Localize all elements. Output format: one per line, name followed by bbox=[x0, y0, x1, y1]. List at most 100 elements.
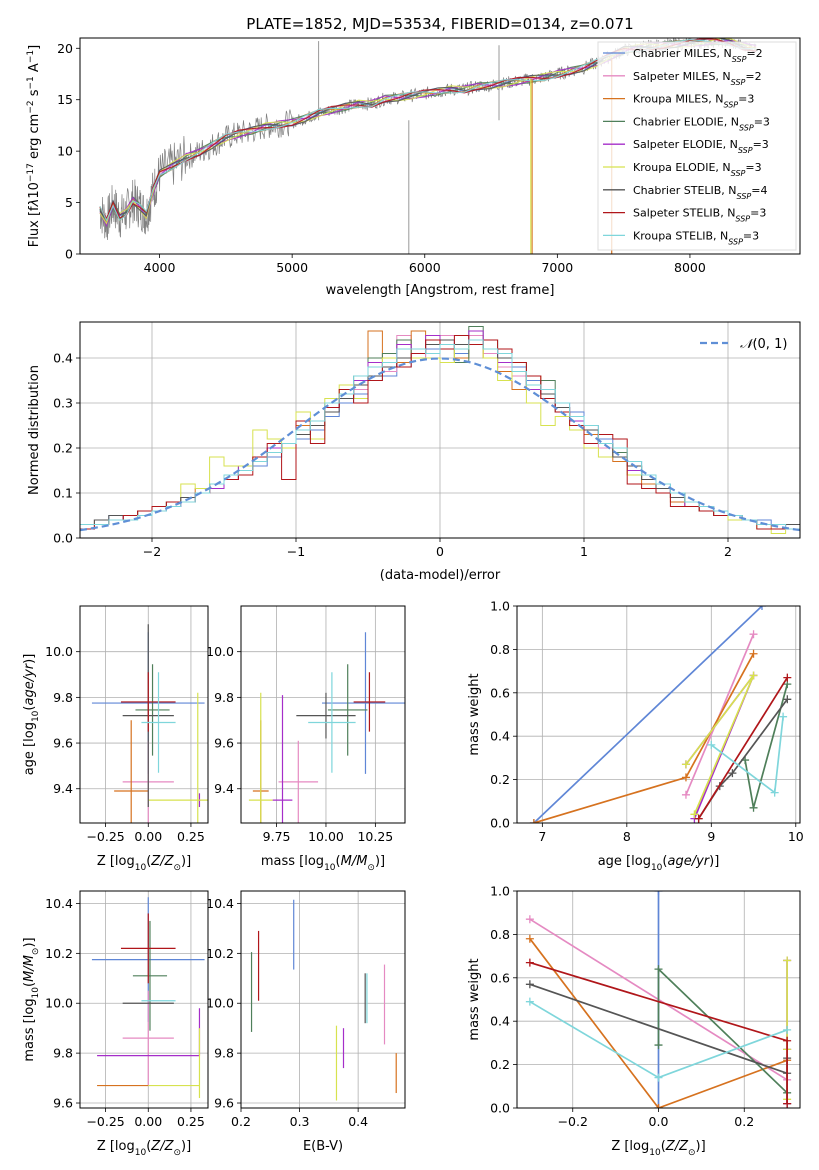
massweight_vs_Z-point-marker bbox=[654, 1073, 663, 1082]
massweight_vs_Z-ylabel: mass weight bbox=[467, 958, 482, 1040]
massweight_vs_age-ytick-label: 1.0 bbox=[490, 599, 510, 614]
age_vs_Z-ytick-label: 9.6 bbox=[53, 736, 73, 751]
spectrum-ytick-label: 5 bbox=[65, 195, 73, 210]
massweight_vs_Z-xlabel: Z [log10(Z/Z⊙)] bbox=[611, 1139, 705, 1158]
spectrum-legend-sub: SSP bbox=[739, 123, 754, 132]
age_vs_Z-ytick-label: 10.0 bbox=[45, 644, 73, 659]
mass_vs_Z-ytick-label: 10.2 bbox=[45, 946, 73, 961]
age_vs_Z-ylabel-part: )] bbox=[22, 654, 37, 664]
massweight_vs_age-xlabel-part: age bbox=[667, 854, 691, 869]
spectrum-ylabel-part: −1 bbox=[26, 50, 36, 63]
spectrum-legend-text: Salpeter STELIB, N bbox=[633, 207, 735, 220]
age_vs_Z-xlabel-part: ( bbox=[146, 854, 151, 869]
mass_vs_Z-xlabel-part: ( bbox=[146, 1139, 151, 1154]
spectrum-legend-sub: SSP bbox=[723, 100, 738, 109]
mass_vs_Z-ylabel-part: M bbox=[22, 955, 37, 966]
massweight_vs_age-xlabel-part: age [log bbox=[598, 854, 651, 869]
massweight_vs_age-ytick-label: 0.0 bbox=[490, 816, 510, 831]
massweight_vs_Z-xlabel-part: ⊙ bbox=[688, 1148, 696, 1158]
age_vs_Z-ytick-label: 9.4 bbox=[53, 781, 73, 796]
spectrum-legend-entry: Salpeter STELIB, NSSP=3 bbox=[633, 207, 766, 224]
age_vs_mass-ytick-label: 9.4 bbox=[214, 781, 234, 796]
age_vs_mass-ytick-label: 9.6 bbox=[214, 736, 234, 751]
spectrum-legend-value: =3 bbox=[745, 161, 761, 174]
spectrum-ylabel-part: erg cm bbox=[27, 114, 42, 163]
massweight_vs_Z-xlabel-part: 10 bbox=[649, 1148, 661, 1158]
spectrum-legend-text: Chabrier MILES, N bbox=[633, 47, 732, 60]
mass_vs_Z-ylabel-part: mass [log bbox=[22, 998, 37, 1061]
spectrum-legend-value: =3 bbox=[738, 93, 754, 106]
spectrum-legend-value: =4 bbox=[751, 184, 767, 197]
spectrum-ylabel-part: −2 bbox=[26, 100, 36, 113]
spectrum-legend-text: Chabrier STELIB, N bbox=[633, 184, 737, 197]
spectrum-legend-value: =3 bbox=[753, 138, 769, 151]
age_vs_mass-xlabel-part: mass [log bbox=[261, 854, 324, 869]
massweight_vs_age-point-marker bbox=[749, 671, 758, 680]
residuals-ytick-label: 0.4 bbox=[53, 351, 73, 366]
massweight_vs_age-xtick-label: 9 bbox=[707, 829, 715, 844]
massweight_vs_age-series-line bbox=[697, 698, 788, 820]
spectrum-legend-text: Chabrier ELODIE, N bbox=[633, 115, 739, 128]
spectrum-legend-text: Kroupa ELODIE, N bbox=[633, 161, 731, 174]
mass_vs_EBV-ytick-label: 10.0 bbox=[206, 996, 234, 1011]
mass_vs_Z-xlabel-part: 10 bbox=[135, 1148, 147, 1158]
spectrum-legend-sub: SSP bbox=[731, 169, 746, 178]
mass_vs_Z-frame bbox=[79, 890, 209, 1109]
spectrum-legend-value: =3 bbox=[754, 115, 770, 128]
mass_vs_Z-xtick-label: −0.25 bbox=[86, 1114, 124, 1129]
massweight_vs_Z-ytick-label: 0.4 bbox=[490, 1014, 510, 1029]
massweight_vs_age-ytick-label: 0.2 bbox=[490, 772, 510, 787]
spectrum-legend-sub: SSP bbox=[732, 55, 747, 64]
spectrum-legend-entry: Kroupa ELODIE, NSSP=3 bbox=[633, 161, 762, 178]
spectrum-ylabel: Flux [fλ10−17 erg cm−2 s−1 A−1] bbox=[26, 45, 42, 247]
massweight_vs_age-point-marker bbox=[783, 695, 792, 704]
spectrum-ylabel-part: λ bbox=[27, 199, 42, 208]
residuals-xtick-label: 1 bbox=[580, 544, 588, 559]
massweight_vs_Z-point-marker bbox=[654, 1041, 663, 1050]
massweight_vs_Z-xlabel-part: / bbox=[674, 1139, 681, 1154]
mass_vs_Z-axes: −0.25 0.00 0.25 9.6 9.8 10.0 10.2 10.4 bbox=[45, 890, 209, 1129]
massweight_vs_age-point-marker bbox=[529, 819, 538, 823]
massweight_vs_age-plot-area bbox=[529, 606, 792, 823]
spectrum-xlabel: wavelength [Angstrom, rest frame] bbox=[326, 283, 555, 298]
massweight_vs_age-xlabel-part: ( bbox=[662, 854, 667, 869]
mass_vs_Z-ylabel-part: M bbox=[22, 971, 37, 982]
massweight_vs_age-point-marker bbox=[783, 673, 792, 682]
spectrum-legend-text: Kroupa STELIB, N bbox=[633, 229, 728, 242]
spectrum-xtick-label: 5000 bbox=[276, 260, 308, 275]
massweight_vs_Z-xlabel-part: ( bbox=[661, 1139, 666, 1154]
age_vs_Z-ylabel-part: age [log bbox=[22, 722, 37, 775]
massweight_vs_Z-ytick-label: 1.0 bbox=[490, 884, 510, 899]
massweight_vs_age-xtick-label: 7 bbox=[538, 829, 546, 844]
spectrum-frame bbox=[79, 37, 801, 255]
spectrum-ylabel-part: −17 bbox=[26, 163, 36, 182]
age_vs_Z-ytick-label: 9.8 bbox=[53, 690, 73, 705]
massweight_vs_age-xlabel-part: 10 bbox=[651, 863, 663, 873]
spectrum-ytick-label: 10 bbox=[57, 144, 73, 159]
mass_vs_Z-xtick-label: 0.00 bbox=[134, 1114, 162, 1129]
massweight_vs_Z-point-marker bbox=[783, 1025, 792, 1034]
residuals-axes: −2 −1 0 1 2 0.0 0.1 0.2 0.3 0.4 bbox=[53, 321, 801, 559]
figure-title: PLATE=1852, MJD=53534, FIBERID=0134, z=0… bbox=[246, 15, 633, 33]
spectrum-legend-value: =3 bbox=[750, 207, 766, 220]
spectrum-xtick-label: 7000 bbox=[541, 260, 573, 275]
mass_vs_EBV-xtick-label: 0.2 bbox=[231, 1114, 251, 1129]
age_vs_mass-axes: 9.75 10.00 10.25 9.4 9.6 9.8 10.0 bbox=[206, 605, 406, 844]
mass_vs_Z-ytick-label: 10.4 bbox=[45, 896, 73, 911]
spectrum-ytick-label: 0 bbox=[65, 247, 73, 262]
spectrum-ylabel-part: 10 bbox=[27, 182, 42, 199]
massweight_vs_age-point-marker bbox=[757, 606, 766, 610]
mass_vs_Z-xlabel-part: Z [log bbox=[97, 1139, 135, 1154]
mass_vs_Z-xlabel-part: Z bbox=[150, 1139, 161, 1154]
mass_vs_Z-xlabel-part: / bbox=[159, 1139, 166, 1154]
age_vs_Z-ylabel-part: yr bbox=[22, 662, 37, 678]
massweight_vs_age-xlabel: age [log10(age/yr)] bbox=[598, 854, 720, 873]
massweight_vs_age-point-marker bbox=[681, 773, 690, 782]
massweight_vs_Z-xlabel-part: Z bbox=[665, 1139, 676, 1154]
age_vs_mass-xlabel-part: M bbox=[356, 854, 367, 869]
age_vs_mass-xlabel-part: / bbox=[351, 854, 358, 869]
mass_vs_Z-ytick-label: 9.8 bbox=[53, 1046, 73, 1061]
spectrum-legend-sub: SSP bbox=[737, 191, 752, 200]
residuals-legend: 𝒩(0, 1) bbox=[700, 337, 787, 352]
